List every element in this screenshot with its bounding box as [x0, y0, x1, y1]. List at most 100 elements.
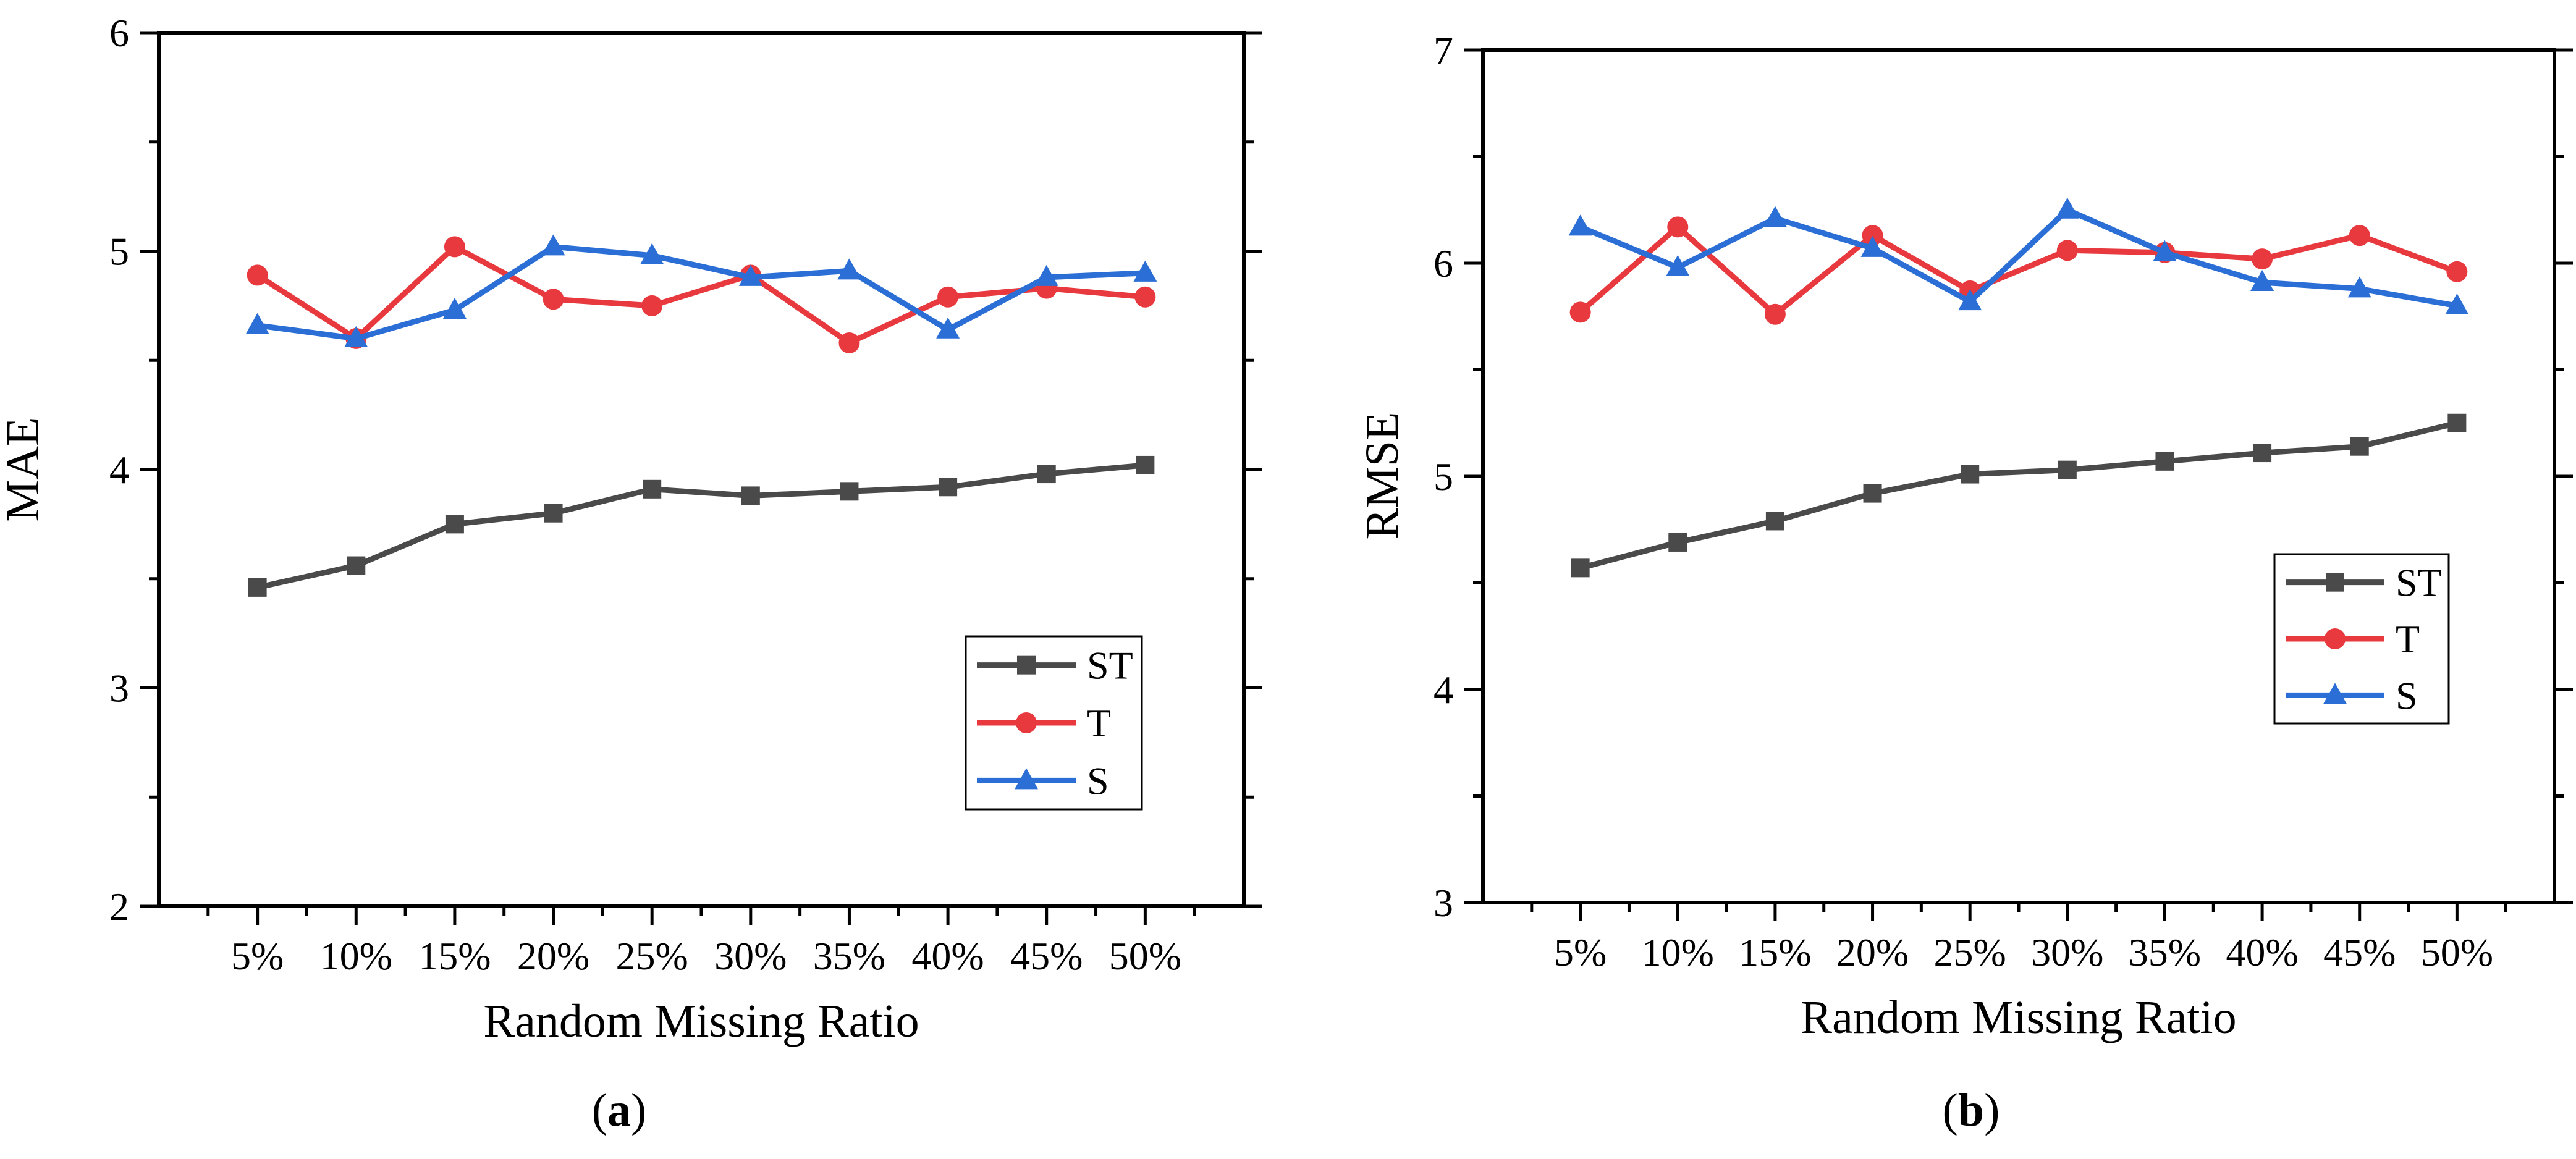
data-point-s [1763, 206, 1787, 227]
data-point-s [541, 234, 565, 256]
data-point-s [1568, 214, 1592, 236]
legend-label-st: ST [1087, 644, 1133, 688]
series-line-st [256, 462, 1146, 591]
series-line-s [1579, 207, 2458, 309]
series-s [245, 234, 1157, 347]
series-line-t [256, 243, 1146, 346]
panel-label: (b) [1943, 1084, 2000, 1136]
series-s [1568, 197, 2469, 314]
data-point-s [1133, 260, 1157, 282]
y-tick-label: 4 [109, 448, 129, 492]
data-point-s [344, 326, 368, 347]
data-point-st [2350, 437, 2369, 456]
y-tick-label: 5 [1434, 455, 1453, 499]
data-point-t [2056, 240, 2078, 261]
x-tick-label: 50% [2421, 930, 2493, 974]
legend: ST TS [2273, 553, 2450, 725]
chart-panel-a: 2 3 4 5 6 5% 10% 15% 20% 25% 30% 35% 40% 45% 50% Random… [0, 11, 1262, 1136]
x-tick-label: 10% [320, 934, 392, 978]
data-point-st [1668, 533, 1687, 552]
legend-marker-st [1017, 655, 1036, 675]
legend-label-st: ST [2396, 561, 2442, 605]
data-point-st [544, 504, 563, 523]
data-point-t [247, 264, 268, 286]
data-point-t [838, 332, 860, 353]
x-tick-label: 45% [2323, 930, 2396, 974]
y-axis-title: MAE [0, 418, 49, 522]
data-point-s [2055, 197, 2079, 219]
legend-marker-s [2323, 683, 2347, 704]
data-point-t [1667, 216, 1689, 238]
x-tick-label: 30% [2031, 930, 2103, 974]
legend-label-s: S [2396, 673, 2418, 717]
data-point-t [2446, 261, 2468, 282]
y-tick-label: 6 [1434, 242, 1453, 285]
series-line-t [1578, 224, 2458, 318]
series-t [247, 236, 1156, 353]
data-point-st [939, 478, 958, 497]
data-point-st [2253, 444, 2272, 463]
data-point-st [445, 515, 464, 534]
data-point-s [2445, 293, 2469, 314]
legend-marker-t [2325, 628, 2346, 649]
y-tick-label: 2 [109, 885, 129, 929]
data-point-st [840, 482, 859, 501]
data-point-s [2250, 270, 2274, 292]
x-axis-title: Random Missing Ratio [483, 995, 919, 1047]
data-point-t [2252, 248, 2273, 270]
data-point-t [937, 286, 959, 308]
x-axis-title: Random Missing Ratio [1801, 992, 2236, 1043]
data-point-s [640, 243, 664, 264]
data-point-t [1764, 303, 1786, 325]
series-line-st [1579, 420, 2458, 571]
data-point-st [1571, 558, 1590, 578]
y-tick-label: 6 [109, 11, 129, 55]
x-tick-label: 20% [1836, 930, 1909, 974]
y-tick-label: 3 [1434, 881, 1453, 925]
x-tick-label: 15% [418, 934, 491, 978]
legend-marker-s [1015, 768, 1038, 790]
data-point-st [2058, 460, 2077, 479]
y-axis-title: RMSE [1356, 412, 1408, 540]
legend-label-t: T [1087, 701, 1111, 745]
data-point-st [1863, 484, 1882, 503]
data-point-st [2447, 413, 2467, 432]
x-tick-label: 40% [911, 934, 984, 978]
data-point-t [543, 289, 564, 310]
data-point-t [1134, 286, 1156, 308]
legend-label-t: T [2396, 617, 2420, 661]
data-point-st [248, 578, 267, 597]
data-point-s [1860, 235, 1885, 257]
x-tick-label: 25% [616, 934, 688, 978]
x-tick-label: 40% [2226, 930, 2298, 974]
y-tick-label: 5 [109, 230, 129, 274]
y-tick-label: 4 [1434, 668, 1453, 712]
data-point-st [1037, 465, 1056, 484]
y-tick-label: 3 [109, 667, 129, 710]
data-point-t [641, 295, 663, 316]
x-tick-label: 50% [1109, 934, 1181, 978]
data-point-s [442, 297, 467, 319]
x-tick-label: 5% [231, 934, 284, 978]
data-point-st [1136, 455, 1155, 474]
x-tick-label: 20% [517, 934, 589, 978]
x-tick-label: 35% [813, 934, 885, 978]
data-point-s [2153, 240, 2177, 261]
x-tick-label: 25% [1934, 930, 2006, 974]
data-point-s [1034, 264, 1058, 286]
data-point-s [2347, 276, 2371, 298]
x-tick-label: 35% [2129, 930, 2201, 974]
data-point-s [1958, 289, 1982, 311]
data-point-t [1862, 225, 1883, 247]
data-point-s [837, 258, 861, 280]
legend-marker-t [1016, 712, 1037, 733]
data-point-t [1569, 301, 1591, 323]
legend: ST TS [965, 635, 1143, 811]
data-point-s [245, 313, 269, 334]
data-point-s [738, 264, 762, 286]
x-tick-label: 30% [714, 934, 787, 978]
data-point-s [936, 317, 960, 339]
data-point-st [347, 556, 366, 575]
series-st [1571, 413, 2467, 578]
